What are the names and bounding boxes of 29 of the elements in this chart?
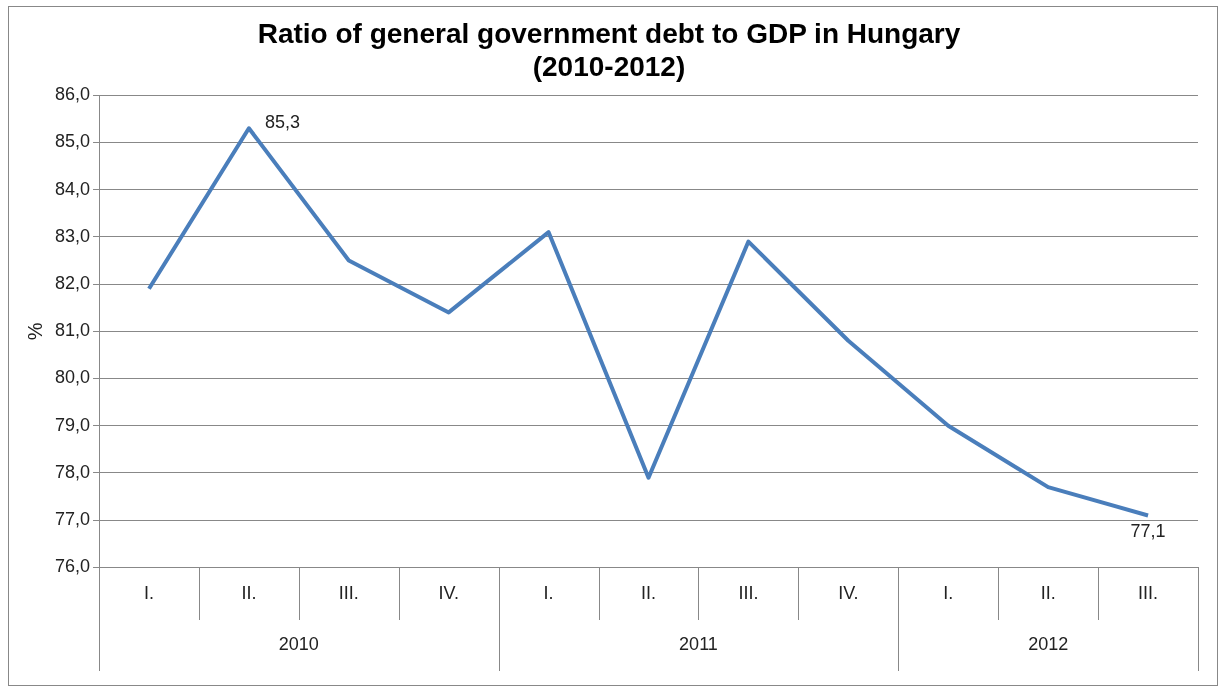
- x-tick-label: II.: [641, 583, 657, 604]
- y-tick-label: 82,0: [54, 273, 91, 294]
- text: 2011: [679, 634, 718, 655]
- x-tick-label: I.: [943, 583, 954, 604]
- x-tick-label: III.: [338, 583, 359, 604]
- x-tick-label: II.: [241, 583, 257, 604]
- x-tick-label: IV.: [838, 583, 859, 604]
- y-tick-label: 85,0: [54, 131, 91, 152]
- y-tick-label: 78,0: [54, 461, 91, 482]
- y-tick-label: 86,0: [54, 84, 91, 105]
- x-tick-label: III.: [1138, 583, 1159, 604]
- text: 2012: [1028, 634, 1069, 655]
- text: 2010: [278, 634, 319, 655]
- data-label: 85,3: [264, 112, 300, 133]
- x-tick-label: IV.: [438, 583, 459, 604]
- y-tick-label: 79,0: [54, 414, 91, 435]
- y-tick-label: 83,0: [54, 225, 91, 246]
- x-tick-label: I.: [543, 583, 554, 604]
- y-axis-title: %: [23, 322, 46, 341]
- y-tick-label: 76,0: [54, 556, 91, 577]
- y-tick-label: 80,0: [54, 367, 91, 388]
- x-tick-label: I.: [143, 583, 154, 604]
- chart-title: Ratio of general government debt to GDP in Hungary (2010-2012): [257, 17, 961, 83]
- y-tick-label: 81,0: [54, 320, 91, 341]
- x-tick-label: II.: [1040, 583, 1056, 604]
- data-label: 77,1: [1130, 521, 1166, 542]
- y-tick-label: 84,0: [54, 178, 91, 199]
- x-tick-label: III.: [738, 583, 759, 604]
- y-tick-label: 77,0: [54, 509, 91, 530]
